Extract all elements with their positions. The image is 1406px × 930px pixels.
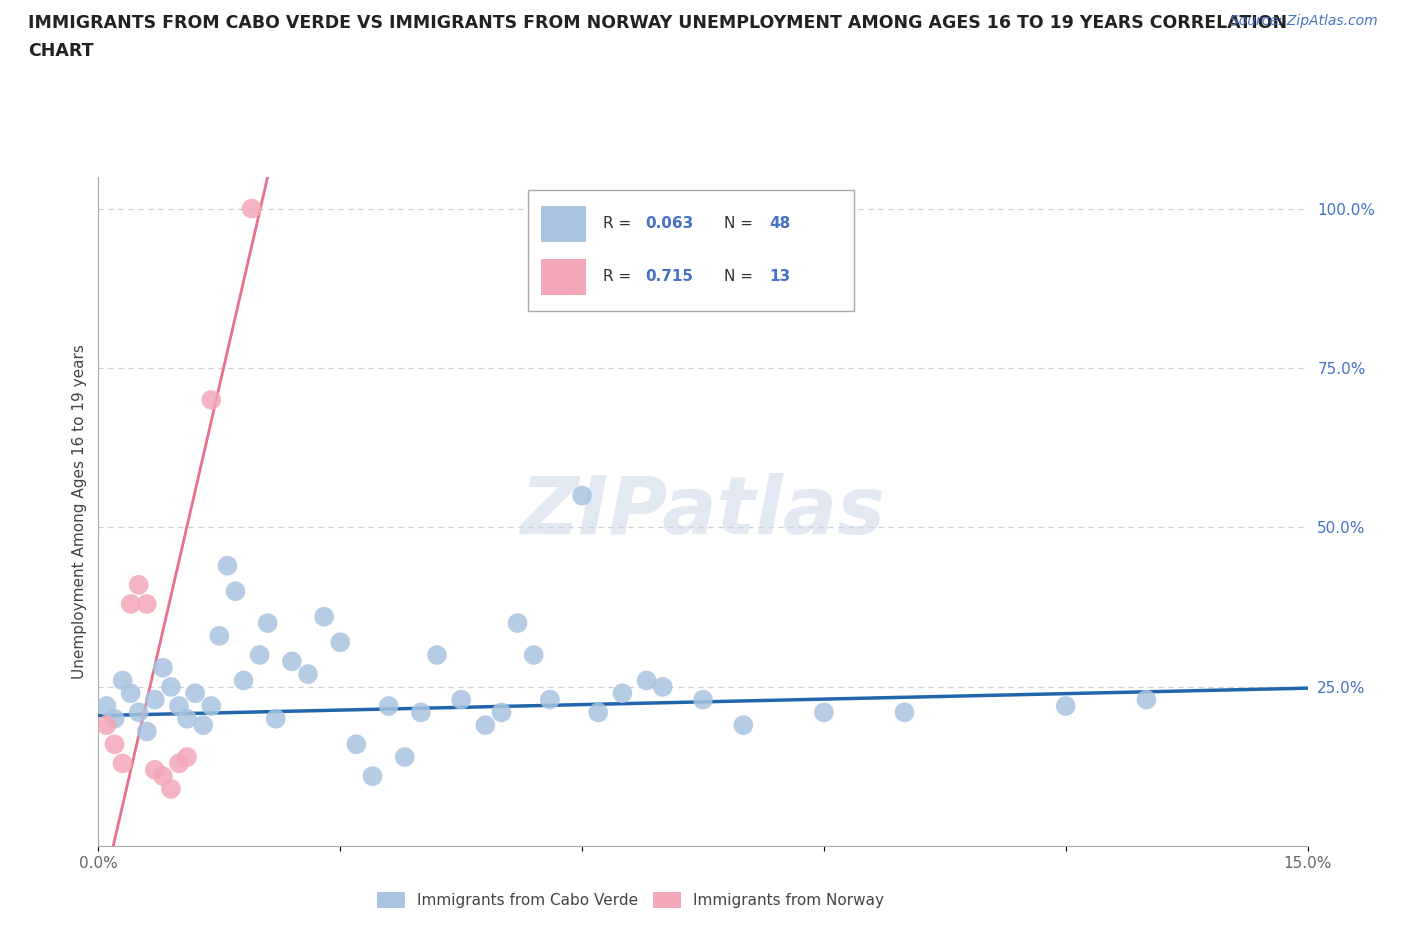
Legend: Immigrants from Cabo Verde, Immigrants from Norway: Immigrants from Cabo Verde, Immigrants f… bbox=[370, 884, 891, 916]
Point bbox=[426, 647, 449, 662]
Point bbox=[450, 692, 472, 707]
Point bbox=[143, 692, 166, 707]
Point bbox=[1135, 692, 1157, 707]
Point bbox=[329, 635, 352, 650]
Y-axis label: Unemployment Among Ages 16 to 19 years: Unemployment Among Ages 16 to 19 years bbox=[72, 344, 87, 679]
Point bbox=[160, 680, 183, 695]
Point bbox=[120, 685, 142, 700]
Text: IMMIGRANTS FROM CABO VERDE VS IMMIGRANTS FROM NORWAY UNEMPLOYMENT AMONG AGES 16 : IMMIGRANTS FROM CABO VERDE VS IMMIGRANTS… bbox=[28, 14, 1288, 32]
Point bbox=[208, 629, 231, 644]
Text: Source: ZipAtlas.com: Source: ZipAtlas.com bbox=[1230, 14, 1378, 28]
Point bbox=[176, 750, 198, 764]
Text: ZIPatlas: ZIPatlas bbox=[520, 472, 886, 551]
Point bbox=[152, 660, 174, 675]
Point bbox=[1054, 698, 1077, 713]
Point bbox=[474, 718, 496, 733]
Point bbox=[96, 718, 118, 733]
Point bbox=[586, 705, 609, 720]
Point bbox=[813, 705, 835, 720]
Point bbox=[692, 692, 714, 707]
Point bbox=[128, 578, 150, 592]
Point bbox=[200, 392, 222, 407]
Point bbox=[184, 685, 207, 700]
Point bbox=[281, 654, 304, 669]
Point bbox=[733, 718, 755, 733]
Point bbox=[361, 769, 384, 784]
Point bbox=[297, 667, 319, 682]
Point bbox=[571, 488, 593, 503]
Point bbox=[111, 756, 134, 771]
Point bbox=[167, 756, 190, 771]
Point bbox=[344, 737, 367, 751]
Point bbox=[160, 781, 183, 796]
Point bbox=[103, 711, 125, 726]
Point bbox=[232, 673, 254, 688]
Point bbox=[256, 616, 278, 631]
Point bbox=[200, 698, 222, 713]
Point bbox=[135, 596, 157, 611]
Point bbox=[523, 647, 546, 662]
Point bbox=[96, 698, 118, 713]
Point bbox=[491, 705, 513, 720]
Point bbox=[167, 698, 190, 713]
Point bbox=[636, 673, 658, 688]
Point bbox=[249, 647, 271, 662]
Point bbox=[224, 584, 246, 599]
Point bbox=[128, 705, 150, 720]
Point bbox=[217, 558, 239, 573]
Point bbox=[264, 711, 287, 726]
Point bbox=[377, 698, 399, 713]
Text: CHART: CHART bbox=[28, 42, 94, 60]
Point bbox=[612, 685, 634, 700]
Point bbox=[143, 763, 166, 777]
Point bbox=[651, 680, 673, 695]
Point bbox=[193, 718, 215, 733]
Point bbox=[152, 769, 174, 784]
Point bbox=[111, 673, 134, 688]
Point bbox=[176, 711, 198, 726]
Point bbox=[893, 705, 915, 720]
Point bbox=[135, 724, 157, 739]
Point bbox=[240, 201, 263, 216]
Point bbox=[314, 609, 336, 624]
Point bbox=[506, 616, 529, 631]
Point bbox=[120, 596, 142, 611]
Point bbox=[394, 750, 416, 764]
Point bbox=[103, 737, 125, 751]
Point bbox=[538, 692, 561, 707]
Point bbox=[409, 705, 432, 720]
